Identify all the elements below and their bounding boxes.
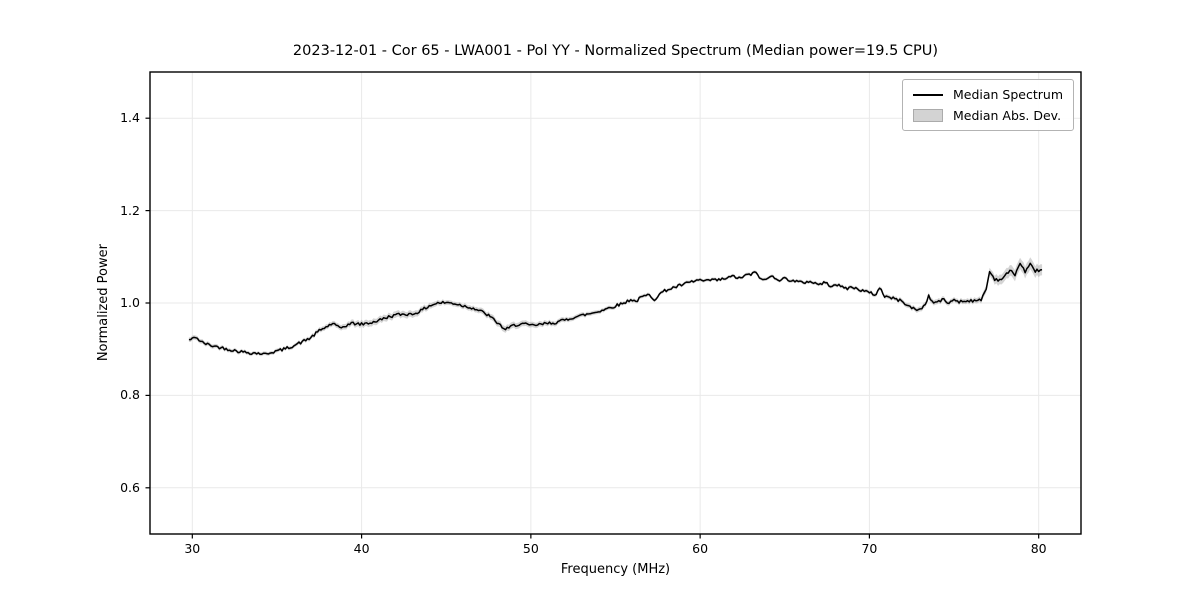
x-tick-label: 50 (522, 541, 539, 556)
legend: Median Spectrum Median Abs. Dev. (901, 79, 1074, 131)
axes-frame (149, 71, 1082, 535)
legend-item-median-abs-dev: Median Abs. Dev. (912, 108, 1063, 123)
y-tick-label: 0.8 (120, 387, 140, 403)
x-tick-label: 40 (353, 541, 370, 556)
line-swatch-icon (912, 93, 943, 96)
patch-swatch-icon (912, 109, 943, 122)
y-tick-label: 1.0 (120, 295, 140, 310)
x-tick-label: 70 (861, 541, 878, 556)
chart-title: 2023-12-01 - Cor 65 - LWA001 - Pol YY - … (292, 43, 939, 59)
x-axis-label: Frequency (MHz) (560, 562, 671, 577)
legend-label-median-spectrum: Median Spectrum (952, 87, 1063, 102)
spectrum-line (188, 262, 1043, 356)
y-tick-label: 0.6 (120, 479, 140, 495)
y-tick-label: 1.2 (120, 202, 140, 218)
x-tick-label: 30 (184, 541, 201, 556)
legend-label-median-abs-dev: Median Abs. Dev. (952, 108, 1062, 123)
y-tick-label: 1.4 (120, 110, 140, 126)
legend-item-median-spectrum: Median Spectrum (912, 87, 1063, 102)
x-tick-label: 60 (692, 541, 709, 556)
x-tick-label: 80 (1030, 541, 1047, 556)
